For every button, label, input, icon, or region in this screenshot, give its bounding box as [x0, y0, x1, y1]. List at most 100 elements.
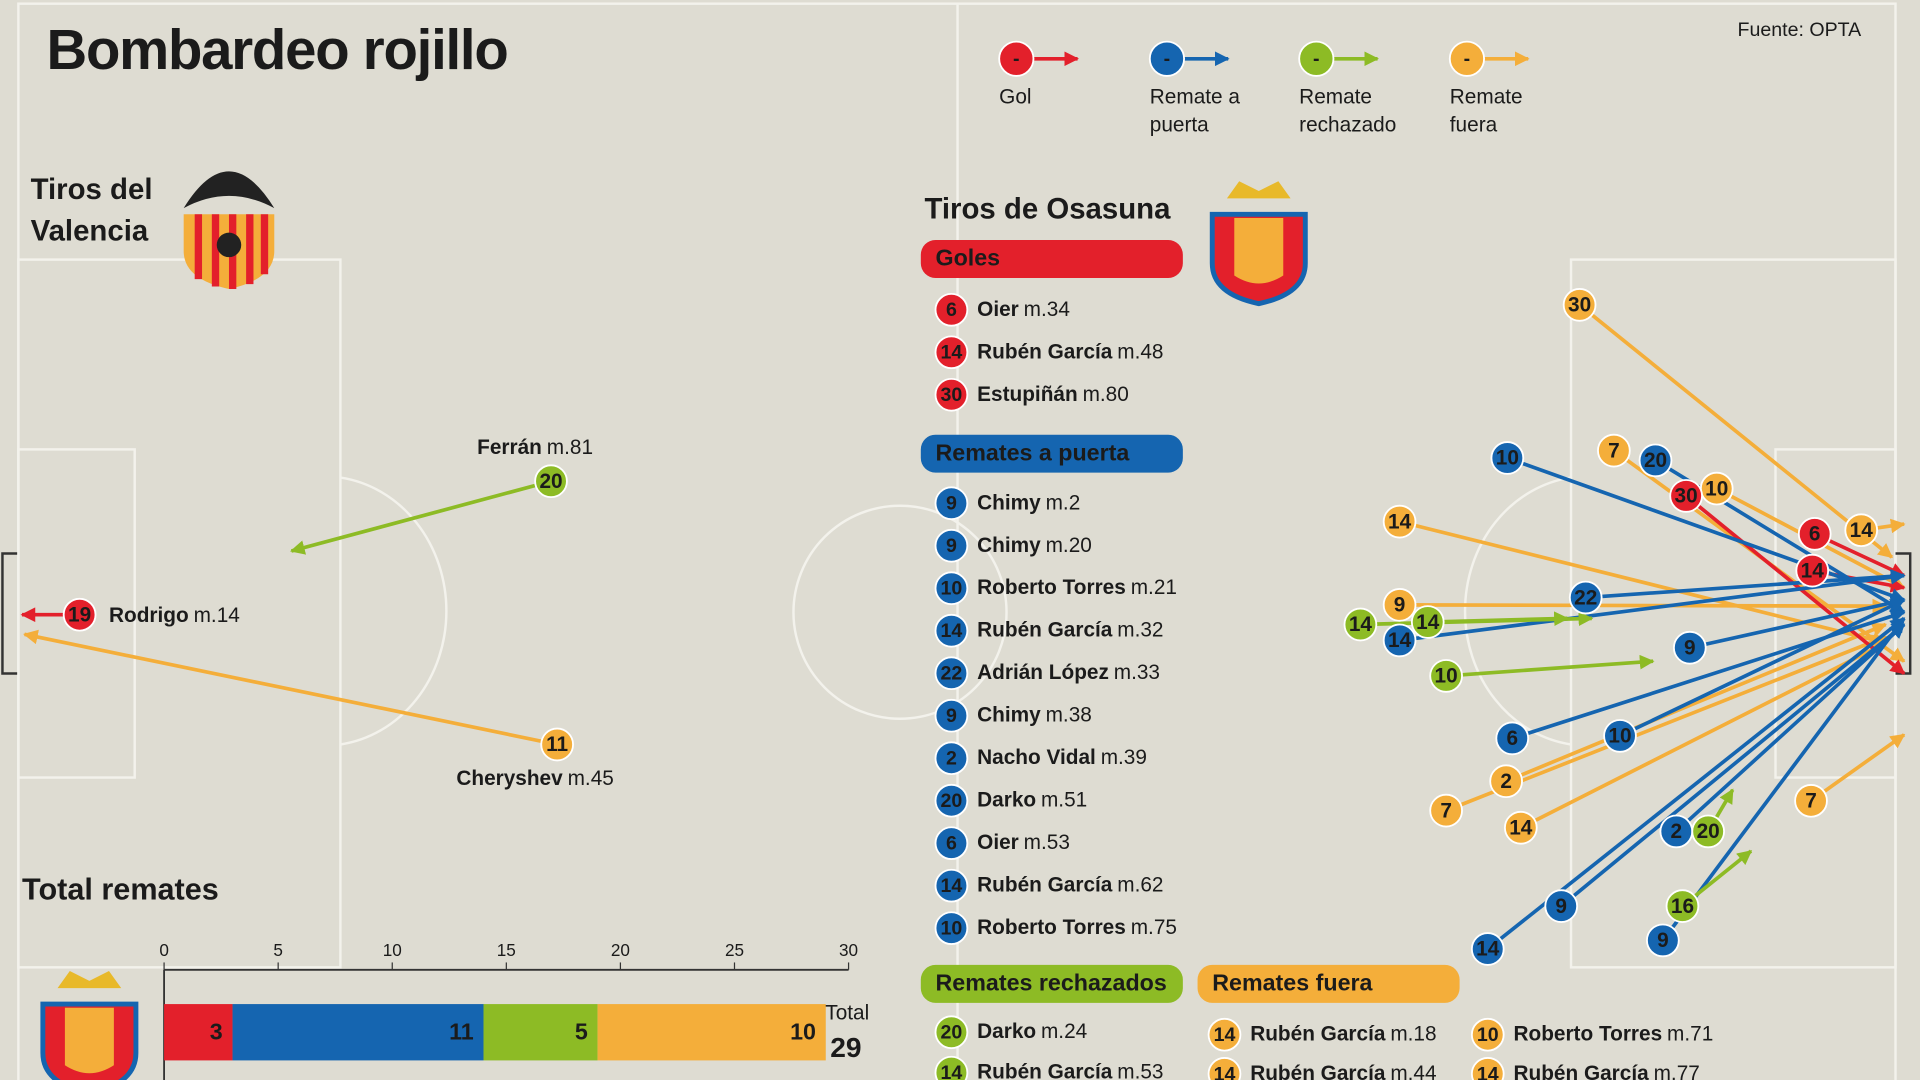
minute: m.24: [1041, 1020, 1087, 1043]
minute: m.14: [194, 603, 240, 626]
shot-number: 14: [941, 342, 963, 364]
list-entry: Adrián López m.33: [977, 661, 1160, 684]
shot-arrow: [1519, 641, 1888, 830]
list-entry: Roberto Torres m.21: [977, 576, 1177, 599]
minute: m.80: [1083, 382, 1129, 405]
shot-arrow: [290, 479, 552, 555]
list-entry: Nacho Vidal m.39: [977, 746, 1147, 769]
value-label: 10: [790, 1019, 816, 1045]
legend-label: Remate: [1450, 85, 1523, 108]
shot-marker: [934, 1015, 969, 1050]
valencia-heading: Valencia: [31, 214, 149, 247]
player-name: Adrián López: [977, 661, 1109, 684]
shot-marker: [1797, 517, 1832, 551]
shot-number: 16: [1671, 895, 1694, 918]
value-label: 3: [210, 1019, 223, 1045]
bar-segment: [597, 1004, 826, 1061]
valencia-heading: Tiros del: [31, 173, 153, 206]
shot-arrow: [1505, 622, 1888, 783]
list-entry: Roberto Torres m.75: [977, 916, 1177, 939]
shot-marker: [1448, 40, 1485, 77]
shot-marker: [934, 1055, 969, 1080]
shot-number: 7: [1608, 439, 1620, 462]
shot-marker: [1568, 580, 1603, 615]
player-name: Darko: [977, 788, 1036, 811]
shot-number: 10: [1435, 665, 1458, 688]
list-entry: Roberto Torres m.71: [1513, 1022, 1713, 1045]
minute: m.71: [1667, 1022, 1713, 1045]
shot-arrow: [1427, 611, 1569, 627]
list-title: Remates a puerta: [936, 439, 1131, 465]
shot-marker: [934, 335, 969, 370]
player-name: Rodrigo: [109, 603, 189, 626]
legend-label: puerta: [1150, 114, 1209, 137]
shot-number: 30: [941, 384, 963, 406]
shot-marker: [1298, 40, 1335, 77]
value-label: 11: [449, 1019, 474, 1045]
shot-number: 19: [68, 603, 91, 626]
shot-arrow: [1506, 456, 1906, 603]
shot-number: 14: [1476, 938, 1500, 961]
minute: m.81: [547, 436, 593, 459]
player-name: Darko: [977, 1020, 1036, 1043]
shot-marker: [1470, 1057, 1505, 1080]
shot-number: 6: [1506, 727, 1518, 750]
shot-arrow: [1689, 595, 1906, 650]
shot-marker: [1429, 659, 1463, 693]
list-entry: Rubén García m.44: [1250, 1061, 1436, 1080]
shot-number: 9: [1555, 895, 1567, 918]
shot-marker: [934, 698, 969, 733]
shot-marker: [1382, 504, 1417, 539]
shot-marker: [1562, 288, 1597, 322]
shot-marker: [934, 571, 969, 606]
list-header: [920, 240, 1183, 278]
minute: m.77: [1654, 1061, 1700, 1080]
shot-label: Cheryshev m.45: [456, 766, 614, 789]
legend-label: Remate a: [1150, 85, 1241, 108]
shot-number: 9: [946, 705, 957, 727]
shot-number: 30: [1568, 294, 1591, 317]
list-entry: Rubén García m.32: [977, 618, 1163, 641]
shot-arrow: [1585, 569, 1906, 600]
minute: m.75: [1131, 916, 1177, 939]
shot-marker: [62, 597, 97, 632]
list-entry: Chimy m.38: [977, 703, 1092, 726]
minute: m.39: [1101, 746, 1147, 769]
shot-arrow: [1445, 654, 1655, 678]
bar-segment: [483, 1004, 598, 1061]
list-entry: Rubén García m.77: [1513, 1061, 1699, 1080]
shot-number: 20: [941, 1022, 963, 1044]
minute: m.53: [1024, 831, 1070, 854]
shot-number: 14: [1214, 1024, 1236, 1046]
legend-label: Gol: [999, 85, 1031, 108]
minute: m.32: [1117, 618, 1163, 641]
player-name: Roberto Torres: [977, 916, 1126, 939]
shot-number: 14: [1416, 611, 1440, 634]
shot-label: Rodrigo m.14: [109, 603, 240, 626]
shot-marker: [1691, 814, 1725, 849]
shot-number: 14: [941, 1062, 963, 1080]
player-name: Ferrán: [477, 436, 542, 459]
shot-number: 22: [1574, 586, 1597, 609]
shot-marker: [1646, 923, 1680, 958]
shot-arrow: [1578, 303, 1893, 559]
shot-marker: [1638, 443, 1673, 478]
minute: m.44: [1390, 1061, 1436, 1080]
shot-number: 22: [941, 663, 963, 685]
shot-marker: [934, 613, 969, 648]
shot-number: 10: [941, 578, 963, 600]
shot-marker: [1148, 40, 1185, 77]
list-entry: Oier m.34: [977, 297, 1070, 320]
minute: m.53: [1117, 1060, 1163, 1080]
player-name: Rubén García: [977, 340, 1113, 363]
player-name: Oier: [977, 297, 1019, 320]
shot-marker: [934, 826, 969, 861]
x-tick-label: 20: [611, 940, 630, 960]
player-name: Chimy: [977, 533, 1041, 556]
list-header: [920, 434, 1183, 473]
shot-number: 9: [1394, 594, 1406, 617]
shot-marker: [1490, 441, 1525, 475]
minute: m.45: [568, 766, 614, 789]
